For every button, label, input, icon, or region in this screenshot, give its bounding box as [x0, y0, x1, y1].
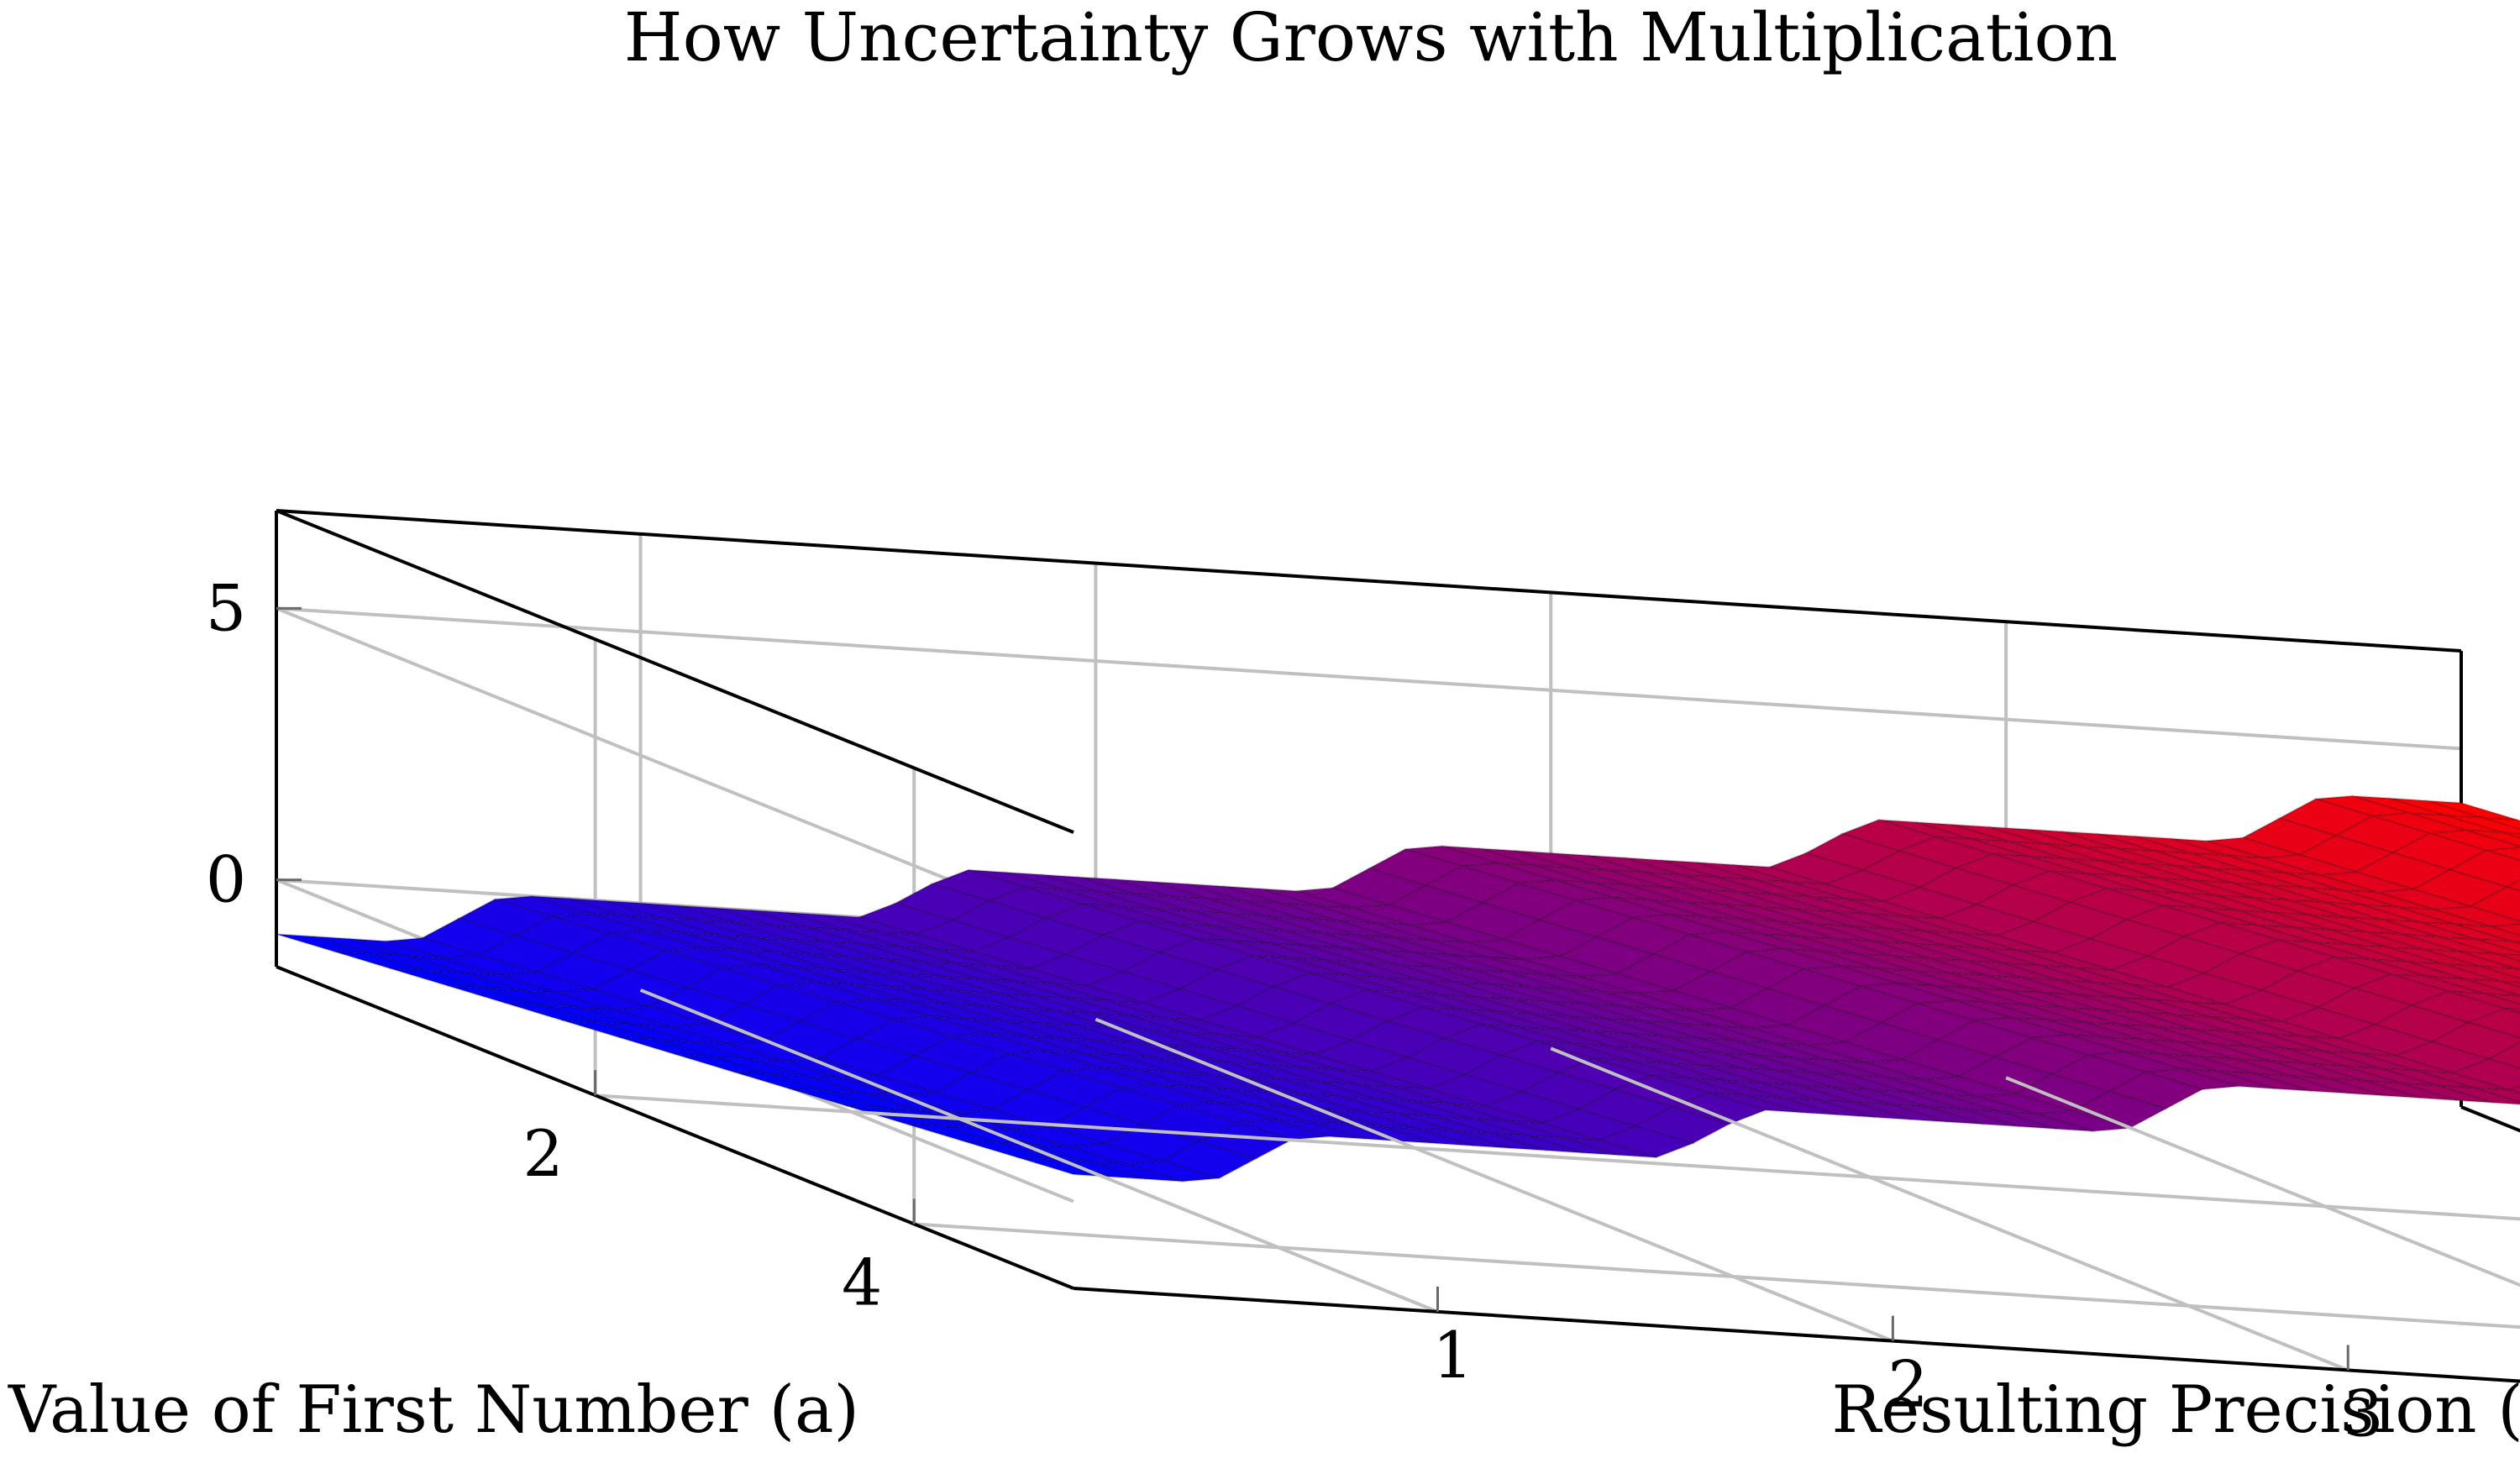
surface-face-829	[1380, 1125, 1475, 1147]
surface-face-368	[2475, 938, 2520, 954]
surface-face-813	[1963, 1108, 2057, 1130]
surface-face-615	[2448, 990, 2520, 1011]
surface-face-675	[2504, 1007, 2520, 1015]
surface-face-823	[1596, 1125, 1695, 1159]
box-edge-back-top	[276, 509, 2462, 653]
z-tick-label-0: 0	[206, 842, 246, 917]
x-tick-label-1: 2	[1887, 1347, 1928, 1422]
left-wall-gridline-z-1	[276, 606, 1074, 932]
surface-face-814	[1926, 1106, 2021, 1128]
surface-face-552	[2500, 980, 2520, 989]
surface-face-799	[2472, 1087, 2520, 1104]
surface-face-825	[1525, 1135, 1620, 1156]
surface-face-815	[1890, 1104, 1985, 1125]
x-tick-label-0: 1	[1432, 1318, 1473, 1392]
surface-face-677	[2429, 1021, 2520, 1061]
surface-face-837	[1089, 1161, 1184, 1183]
surface-face-816	[1854, 1101, 1948, 1123]
surface-face-832	[1271, 1118, 1366, 1140]
tick-labels: 123452405	[206, 570, 2384, 1450]
surface-face-820	[1708, 1092, 1803, 1114]
floor-gridline-x-2	[1550, 1046, 2349, 1372]
surface-face-819	[1744, 1094, 1839, 1116]
surface-face-614	[2484, 993, 2520, 1006]
floor-gridline-x-3	[2005, 1076, 2520, 1288]
surface-face-307	[2454, 923, 2520, 943]
surface-face-367	[2511, 941, 2520, 946]
surface-face-802	[2363, 1079, 2458, 1102]
surface-face-244	[2504, 878, 2520, 892]
surface-face-553	[2463, 978, 2520, 997]
surface-face-806	[2218, 1070, 2313, 1092]
chart-title: How Uncertainty Grows with Multiplicatio…	[624, 0, 2118, 76]
surface-face-805	[2254, 1073, 2349, 1094]
surface-face-812	[1999, 1110, 2094, 1132]
surface-face-738	[2449, 1057, 2520, 1092]
surface-face-824	[1562, 1136, 1656, 1159]
surface-face-676	[2465, 1007, 2520, 1039]
surface-face-808	[2145, 1067, 2239, 1091]
surface-face-61	[2444, 814, 2520, 835]
box-edge-floor-left	[276, 965, 1074, 1290]
surface-face-121	[2502, 831, 2520, 839]
surface	[276, 795, 2520, 1183]
surface-face-822	[1633, 1105, 1731, 1145]
back-wall-gridline-z-1	[276, 606, 2462, 751]
surface-face-835	[1159, 1141, 1258, 1179]
x-axis-label: Resulting Precision (s×)	[1831, 1372, 2520, 1448]
x-tick-label-2: 3	[2343, 1376, 2383, 1450]
y-tick-label-0: 2	[522, 1116, 563, 1191]
surface-face-491	[2479, 965, 2520, 980]
surface-face-798	[2507, 1085, 2520, 1094]
surface-face-809	[2107, 1071, 2205, 1110]
surface-face-490	[2516, 968, 2520, 971]
surface-face-836	[1126, 1160, 1220, 1183]
floor-gridline-x-0	[639, 988, 1439, 1314]
surface-face-801	[2400, 1082, 2494, 1104]
surface-face-827	[1453, 1130, 1547, 1151]
surface-face-183	[2486, 847, 2520, 862]
surface-face-737	[2486, 1041, 2520, 1070]
box-edge-left-top	[276, 509, 1074, 834]
surface-face-818	[1781, 1097, 1875, 1119]
surface-face-821	[1669, 1092, 1768, 1125]
y-axis-label: Value of First Number (a)	[8, 1372, 859, 1448]
floor-gridline-y-1	[914, 1222, 2520, 1330]
surface-face-803	[2327, 1078, 2422, 1099]
z-tick-label-1: 5	[206, 570, 246, 645]
surface-face-306	[2491, 923, 2520, 936]
surface-face-184	[2447, 849, 2520, 889]
surface-face-800	[2436, 1084, 2520, 1105]
surface-face-430	[2459, 951, 2520, 970]
surface-face-833	[1235, 1118, 1329, 1141]
surface-face-245	[2468, 886, 2520, 922]
floor-gridline-x-1	[1095, 1017, 1894, 1343]
floor-gridline-y-0	[595, 1094, 2520, 1221]
surface-face-826	[1489, 1132, 1584, 1154]
surface-face-369	[2438, 936, 2520, 957]
front-grid	[595, 988, 2520, 1372]
surface-face-492	[2443, 962, 2520, 983]
surface-face-246	[2433, 905, 2520, 928]
y-tick-label-1: 4	[842, 1245, 882, 1319]
surface-face-807	[2181, 1068, 2276, 1090]
